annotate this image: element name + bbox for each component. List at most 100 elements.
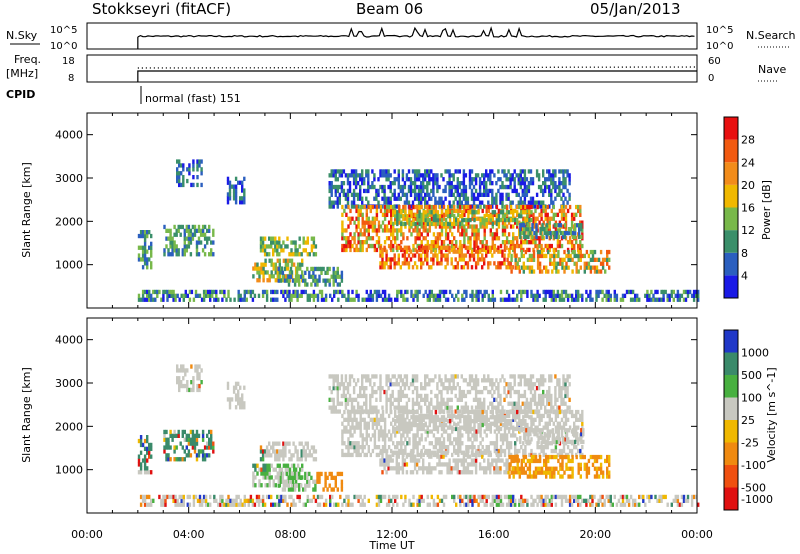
heatmap-cell	[268, 463, 271, 468]
heatmap-cell	[489, 297, 492, 302]
heatmap-cell	[438, 462, 441, 467]
heatmap-cell	[387, 466, 390, 471]
heatmap-cell	[381, 169, 384, 174]
heatmap-cell	[558, 297, 562, 302]
heatmap-cell	[340, 173, 344, 178]
heatmap-cell	[167, 445, 170, 450]
heatmap-cell	[481, 173, 484, 178]
heatmap-cell	[551, 269, 554, 274]
heatmap-cell	[408, 429, 411, 434]
heatmap-cell	[477, 445, 480, 450]
heatmap-cell	[448, 409, 451, 414]
heatmap-cell	[383, 293, 387, 298]
heatmap-cell	[137, 293, 141, 298]
heatmap-cell	[535, 230, 538, 236]
heatmap-cell	[276, 248, 279, 253]
heatmap-cell	[501, 437, 505, 442]
heatmap-cell	[404, 429, 407, 434]
heatmap-cell	[295, 266, 299, 272]
heatmap-cell	[396, 236, 399, 241]
heatmap-cell	[532, 269, 536, 274]
heatmap-cell	[208, 236, 211, 241]
heatmap-cell	[373, 289, 377, 295]
heatmap-cell	[545, 223, 548, 228]
heatmap-cell	[331, 297, 334, 302]
heatmap-cell	[385, 405, 388, 410]
heatmap-cell	[562, 382, 565, 387]
heatmap-cell	[239, 297, 242, 302]
heatmap-cell	[487, 265, 490, 270]
heatmap-cell	[344, 204, 348, 209]
heatmap-cell	[684, 289, 688, 295]
heatmap-cell	[268, 479, 271, 484]
heatmap-cell	[411, 374, 415, 379]
heatmap-cell	[408, 441, 411, 446]
heatmap-cell	[440, 204, 443, 209]
heatmap-cell	[274, 240, 277, 245]
heatmap-cell	[471, 433, 474, 438]
heatmap-cell	[150, 446, 153, 451]
heatmap-cell	[426, 297, 429, 302]
heatmap-cell	[279, 475, 283, 480]
heatmap-cell	[254, 463, 257, 468]
heatmap-cell	[564, 421, 568, 426]
heatmap-cell	[381, 429, 385, 434]
heatmap-cell	[473, 293, 476, 298]
heatmap-cell	[367, 236, 370, 241]
heatmap-cell	[539, 230, 542, 236]
heatmap-cell	[351, 297, 354, 302]
heatmap-cell	[454, 184, 457, 190]
heatmap-cell	[261, 236, 265, 241]
heatmap-cell	[426, 433, 429, 438]
heatmap-cell	[573, 243, 576, 249]
heatmap-cell	[353, 413, 356, 419]
heatmap-cell	[676, 297, 680, 302]
heatmap-cell	[367, 421, 370, 426]
heatmap-cell	[146, 249, 149, 254]
heatmap-cell	[274, 475, 277, 480]
heatmap-cell	[550, 200, 553, 205]
heatmap-cell	[357, 224, 360, 229]
heatmap-cell	[355, 208, 358, 214]
heatmap-cell	[459, 441, 462, 446]
heatmap-cell	[393, 196, 396, 201]
heatmap-cell	[402, 214, 405, 219]
heatmap-cell	[226, 176, 230, 181]
heatmap-cell	[409, 192, 413, 197]
heatmap-cell	[458, 253, 461, 258]
heatmap-cell	[548, 401, 551, 406]
heatmap-cell	[193, 449, 197, 454]
heatmap-cell	[347, 409, 350, 415]
heatmap-cell	[416, 445, 419, 450]
heatmap-cell	[417, 245, 421, 250]
heatmap-cell	[398, 228, 401, 233]
heatmap-cell	[282, 248, 285, 253]
heatmap-cell	[565, 265, 568, 270]
heatmap-cell	[527, 405, 531, 410]
heatmap-cell	[369, 382, 372, 387]
heatmap-cell	[349, 220, 352, 225]
heatmap-cell	[487, 389, 490, 395]
heatmap-cell	[268, 483, 271, 488]
heatmap-cell	[316, 297, 320, 302]
heatmap-cell	[478, 257, 482, 262]
heatmap-cell	[473, 452, 476, 458]
heatmap-cell	[585, 249, 589, 255]
heatmap-cell	[554, 413, 558, 419]
heatmap-cell	[548, 293, 551, 298]
heatmap-cell	[379, 169, 382, 174]
heatmap-cell	[359, 393, 362, 399]
heatmap-cell	[503, 214, 507, 219]
heatmap-cell	[306, 475, 309, 480]
heatmap-cell	[353, 236, 356, 241]
heatmap-cell	[446, 425, 450, 430]
heatmap-cell	[483, 224, 486, 229]
heatmap-cell	[353, 441, 356, 446]
heatmap-cell	[345, 212, 348, 217]
heatmap-cell	[438, 441, 442, 446]
heatmap-cell	[356, 204, 360, 209]
heatmap-cell	[465, 429, 468, 434]
heatmap-cell	[501, 228, 505, 233]
heatmap-cell	[361, 441, 364, 446]
heatmap-cell	[415, 401, 419, 406]
